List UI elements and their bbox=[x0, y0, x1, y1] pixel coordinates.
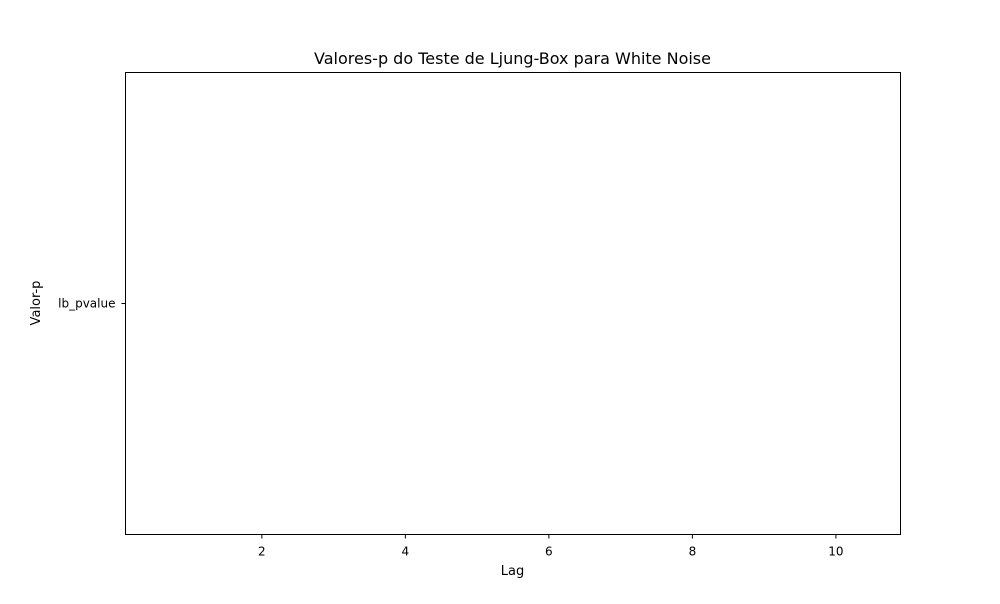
x-axis-label: Lag bbox=[501, 564, 524, 579]
x-tick-label: 2 bbox=[258, 545, 266, 559]
x-tick-label: 4 bbox=[402, 545, 410, 559]
x-tick-label: 10 bbox=[828, 545, 843, 559]
y-axis-label: Valor-p bbox=[29, 281, 44, 326]
x-tick-label: 8 bbox=[689, 545, 697, 559]
chart-title: Valores-p do Teste de Ljung-Box para Whi… bbox=[314, 49, 711, 68]
x-tick-label: 6 bbox=[545, 545, 553, 559]
x-axis-ticks: 2 4 6 8 10 bbox=[258, 534, 844, 559]
y-axis-ticks: lb_pvalue bbox=[58, 297, 126, 311]
plot-area bbox=[125, 72, 901, 535]
y-tick-label: lb_pvalue bbox=[58, 297, 115, 311]
